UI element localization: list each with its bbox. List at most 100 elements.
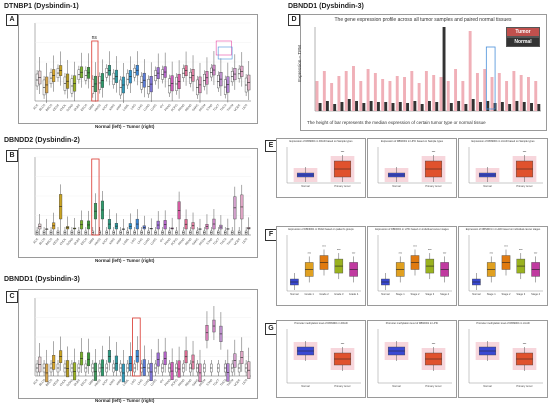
- tick-label: ACC: [32, 102, 40, 110]
- title-dbndd2: DBNDD2 (Dysbindin-2): [4, 137, 80, 144]
- tick-label: SARC: [191, 236, 200, 246]
- g-subtitle-2: Promoter methylation level of DBNDD1 in …: [385, 322, 439, 325]
- tick-label: LAML: [122, 103, 130, 112]
- significance-stars: ***: [341, 342, 345, 346]
- category-label: Grade 1: [305, 292, 315, 296]
- panel-label-b: B: [6, 150, 18, 162]
- tick-label: BLCA: [38, 237, 46, 246]
- f-plot-3: Expression of DBNDD1 in LUAD based on in…: [458, 226, 548, 306]
- tick-label: HNSC: [93, 377, 102, 387]
- tick-label: CESC: [52, 236, 61, 246]
- category-label: Stage 4: [531, 292, 540, 296]
- g-plot-3: Promoter methylation level of DBNDD1 in …: [458, 320, 548, 398]
- category-label: Normal: [290, 292, 299, 296]
- tick-label: SKCM: [198, 378, 207, 388]
- tumor-bar: [432, 75, 436, 111]
- tick-label: PCPG: [170, 378, 179, 388]
- tumor-bar: [424, 71, 428, 111]
- tumor-bar: [388, 81, 392, 111]
- normal-bar: [486, 101, 490, 111]
- category-label: Grade 3: [334, 292, 344, 296]
- axis-title-a: Normal (left) – Tumor (right): [95, 124, 155, 129]
- tick-label: PAAD: [163, 102, 172, 111]
- tick-label: LGG: [130, 237, 138, 245]
- panel-a-plot: ACC BLCA BRCA CESC CHOL COAD DLBC ESCA GBM HNSC KI…: [18, 14, 258, 124]
- tick-label: GBM: [88, 378, 96, 386]
- tick-label: LUAD: [143, 102, 152, 111]
- normal-bar: [530, 103, 533, 111]
- panel-c-plot: ACC BLCA BRCA CESC CHOL COAD DLBC ESCA GBM HNSC KI…: [18, 289, 258, 399]
- tumor-bar: [315, 81, 319, 111]
- tick-label: LAML: [122, 378, 130, 387]
- tick-label: CHOL: [59, 237, 68, 246]
- category-label: Normal: [301, 384, 310, 388]
- category-label: Normal: [472, 292, 481, 296]
- category-label: Normal: [392, 184, 401, 188]
- tick-label: THCA: [219, 378, 227, 387]
- title-dbndd1-left: DBNDD1 (Dysbindin-3): [4, 276, 80, 283]
- tick-label: BRCA: [45, 378, 53, 387]
- significance-stars: ***: [341, 150, 345, 154]
- highlight-box: [91, 40, 99, 102]
- normal-bar: [318, 103, 322, 111]
- tumor-bar: [410, 71, 414, 111]
- category-label: Primary tumor: [516, 184, 532, 188]
- tick-label: CESC: [52, 377, 61, 387]
- category-label: Primary tumor: [425, 384, 441, 388]
- tick-label: GBM: [88, 103, 96, 111]
- tick-label: LIHC: [136, 236, 144, 244]
- normal-bar: [449, 103, 453, 111]
- tumor-bar: [417, 83, 421, 111]
- tumor-bar: [490, 77, 494, 111]
- tumor-bar: [519, 75, 523, 111]
- tick-label: LGG: [130, 378, 138, 386]
- tick-label: COAD: [65, 236, 74, 246]
- tick-label: TGCT: [212, 378, 220, 387]
- tumor-bar: [497, 73, 501, 111]
- normal-bar: [500, 102, 504, 111]
- tick-label: ACC: [32, 236, 40, 244]
- g-subtitle-3: Promoter methylation level of DBNDD1 in …: [476, 322, 530, 325]
- tick-label: READ: [184, 236, 193, 246]
- tick-label: BLCA: [38, 378, 46, 387]
- category-label: Stage 3: [425, 292, 434, 296]
- significance-stars: ***: [534, 251, 538, 255]
- panel-b-plot: ACC BLCA BRCA CESC CHOL COAD DLBC ESCA GBM HNSC KI…: [18, 148, 258, 258]
- tick-label: READ: [184, 377, 193, 387]
- tumor-bar: [461, 81, 465, 111]
- tick-label: THCA: [219, 103, 227, 112]
- tick-label: LUSC: [149, 377, 158, 386]
- tumor-bar: [483, 69, 487, 111]
- tumor-bar: [505, 81, 509, 111]
- tick-label: SKCM: [198, 237, 207, 247]
- normal-bar: [347, 99, 351, 111]
- highlight-blue: [217, 46, 233, 60]
- tick-label: KIRP: [115, 237, 123, 245]
- significance-stars: ***: [352, 251, 356, 255]
- significance-stars: ***: [523, 342, 527, 346]
- normal-bar: [384, 102, 388, 111]
- tick-label: LGG: [130, 103, 138, 111]
- tick-label: UCEC: [233, 236, 242, 246]
- category-label: Normal: [392, 384, 401, 388]
- tick-label: DLBC: [73, 102, 82, 111]
- category-label: Primary tumor: [516, 384, 532, 388]
- e-plot-2: Expression of DBNDD1 in LIHC based on Sa…: [367, 138, 457, 198]
- tumor-bar: [352, 66, 355, 111]
- tick-label: THYM: [226, 103, 235, 112]
- normal-bar: [413, 101, 417, 111]
- category-label: Grade 4: [349, 292, 359, 296]
- significance-stars: ***: [413, 245, 417, 249]
- f-subtitle-1: Expression of DBNDD1 in PAAD based on pa…: [288, 228, 354, 231]
- d-title: The gene expression profile across all t…: [334, 17, 512, 23]
- significance-stars: ***: [322, 245, 326, 249]
- highlight-box: [91, 158, 100, 236]
- title-dbndd1-right: DBNDD1 (Dysbindin-3): [288, 3, 364, 10]
- tumor-bar: [373, 73, 377, 111]
- tick-label: DLBC: [73, 236, 82, 245]
- category-label: Primary tumor: [334, 384, 350, 388]
- panel-d-plot: The gene expression profile across all t…: [297, 14, 547, 131]
- normal-bar: [464, 104, 468, 111]
- tumor-bar: [512, 71, 516, 111]
